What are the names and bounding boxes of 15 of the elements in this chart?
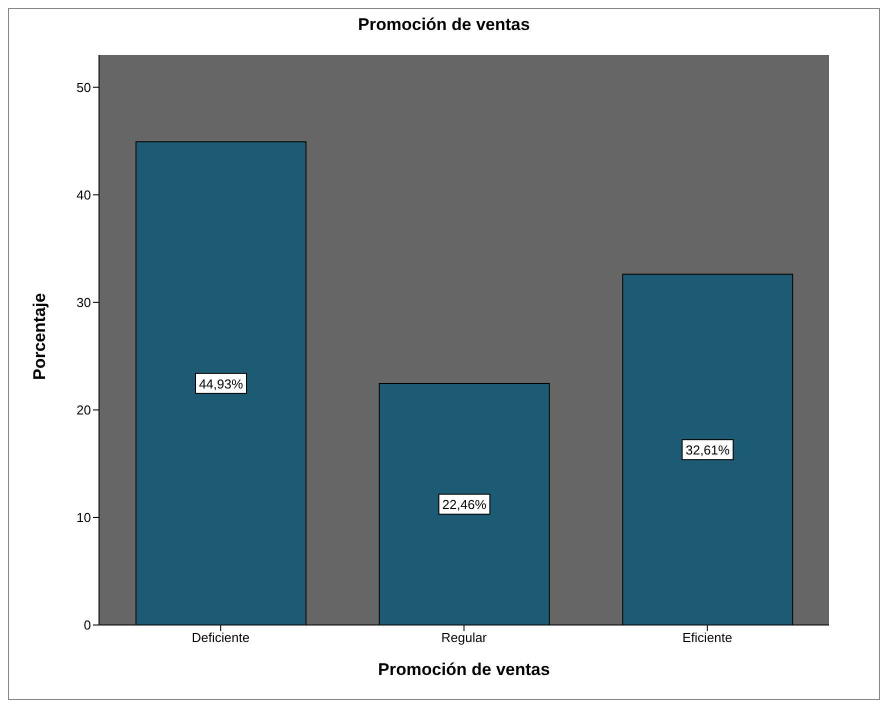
y-tick-label: 10 bbox=[76, 510, 91, 526]
x-tick-label: Deficiente bbox=[192, 630, 250, 646]
x-tick-label: Eficiente bbox=[682, 630, 732, 646]
data-label: 44,93% bbox=[198, 376, 244, 392]
data-label: 32,61% bbox=[686, 442, 730, 458]
y-axis-title: Porcentaje bbox=[30, 293, 50, 380]
x-tick-label: Regular bbox=[441, 630, 488, 646]
y-tick-label: 0 bbox=[84, 618, 91, 633]
data-label: 22,46% bbox=[442, 497, 487, 512]
y-tick-label: 30 bbox=[76, 294, 91, 310]
y-tick-label: 50 bbox=[76, 80, 91, 95]
y-tick-label: 40 bbox=[76, 187, 91, 202]
chart-title: Promoción de ventas bbox=[357, 15, 531, 35]
x-axis-title: Promoción de ventas bbox=[378, 660, 550, 679]
y-tick-label: 20 bbox=[76, 402, 91, 418]
